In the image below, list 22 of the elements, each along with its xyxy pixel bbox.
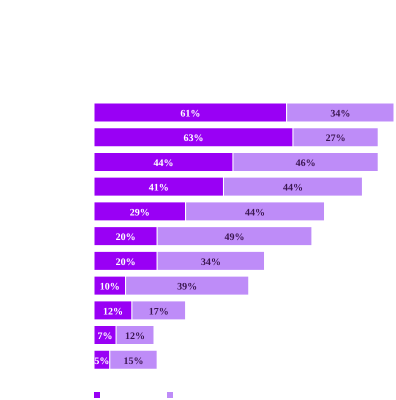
data-label: 12% xyxy=(102,306,123,318)
data-label: 44% xyxy=(282,182,303,194)
data-label: 17% xyxy=(148,306,169,318)
data-label: 34% xyxy=(200,256,221,268)
data-label: 27% xyxy=(326,133,346,144)
data-label: 41% xyxy=(148,182,169,194)
data-label: 29% xyxy=(130,207,150,218)
data-label: 20% xyxy=(116,256,136,268)
data-label: 12% xyxy=(125,331,146,342)
data-label: 49% xyxy=(224,232,245,244)
data-label: 61% xyxy=(180,108,200,120)
data-label: 63% xyxy=(183,133,204,144)
data-label: 46% xyxy=(296,158,316,169)
data-label: 10% xyxy=(100,282,120,293)
data-label: 34% xyxy=(330,108,350,120)
data-label: 15% xyxy=(123,356,144,367)
data-label: 5% xyxy=(94,356,110,367)
data-label: 44% xyxy=(245,207,266,218)
data-label: 7% xyxy=(98,331,113,342)
data-label: 20% xyxy=(116,232,136,244)
data-label: 44% xyxy=(153,158,174,169)
data-label: 39% xyxy=(177,282,198,293)
